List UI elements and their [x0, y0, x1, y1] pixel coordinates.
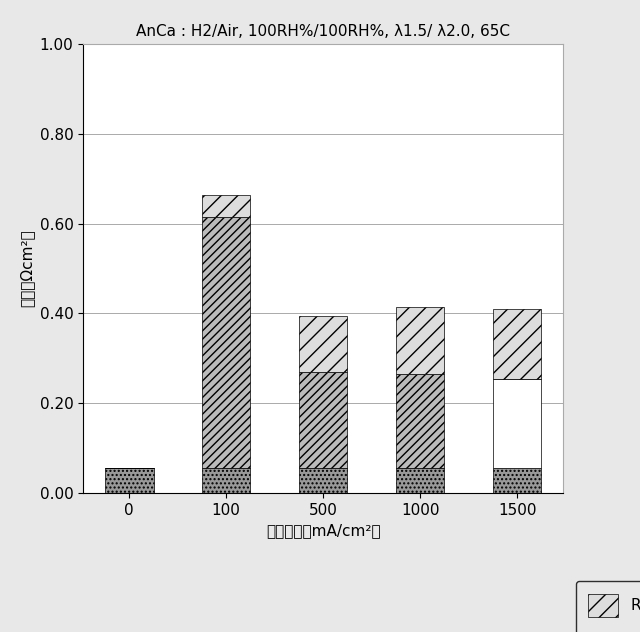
Bar	[105, 468, 154, 493]
Bar	[396, 374, 444, 468]
Bar	[299, 372, 348, 468]
Bar	[202, 195, 250, 217]
Y-axis label: 抵抗（Ωcm²）: 抵抗（Ωcm²）	[19, 229, 34, 308]
Bar	[202, 468, 250, 493]
Bar	[299, 468, 348, 493]
Bar	[493, 379, 541, 468]
Bar	[202, 217, 250, 468]
Bar	[396, 307, 444, 374]
Bar	[299, 316, 348, 372]
Title: AnCa : H2/Air, 100RH%/100RH%, λ1.5/ λ2.0, 65C: AnCa : H2/Air, 100RH%/100RH%, λ1.5/ λ2.0…	[136, 24, 510, 39]
Legend: Rtr, Rct, Rcl, Rm: Rtr, Rct, Rcl, Rm	[575, 581, 640, 632]
Bar	[493, 309, 541, 379]
X-axis label: 電流密度［mA/cm²］: 電流密度［mA/cm²］	[266, 523, 381, 538]
Bar	[396, 468, 444, 493]
Bar	[493, 468, 541, 493]
